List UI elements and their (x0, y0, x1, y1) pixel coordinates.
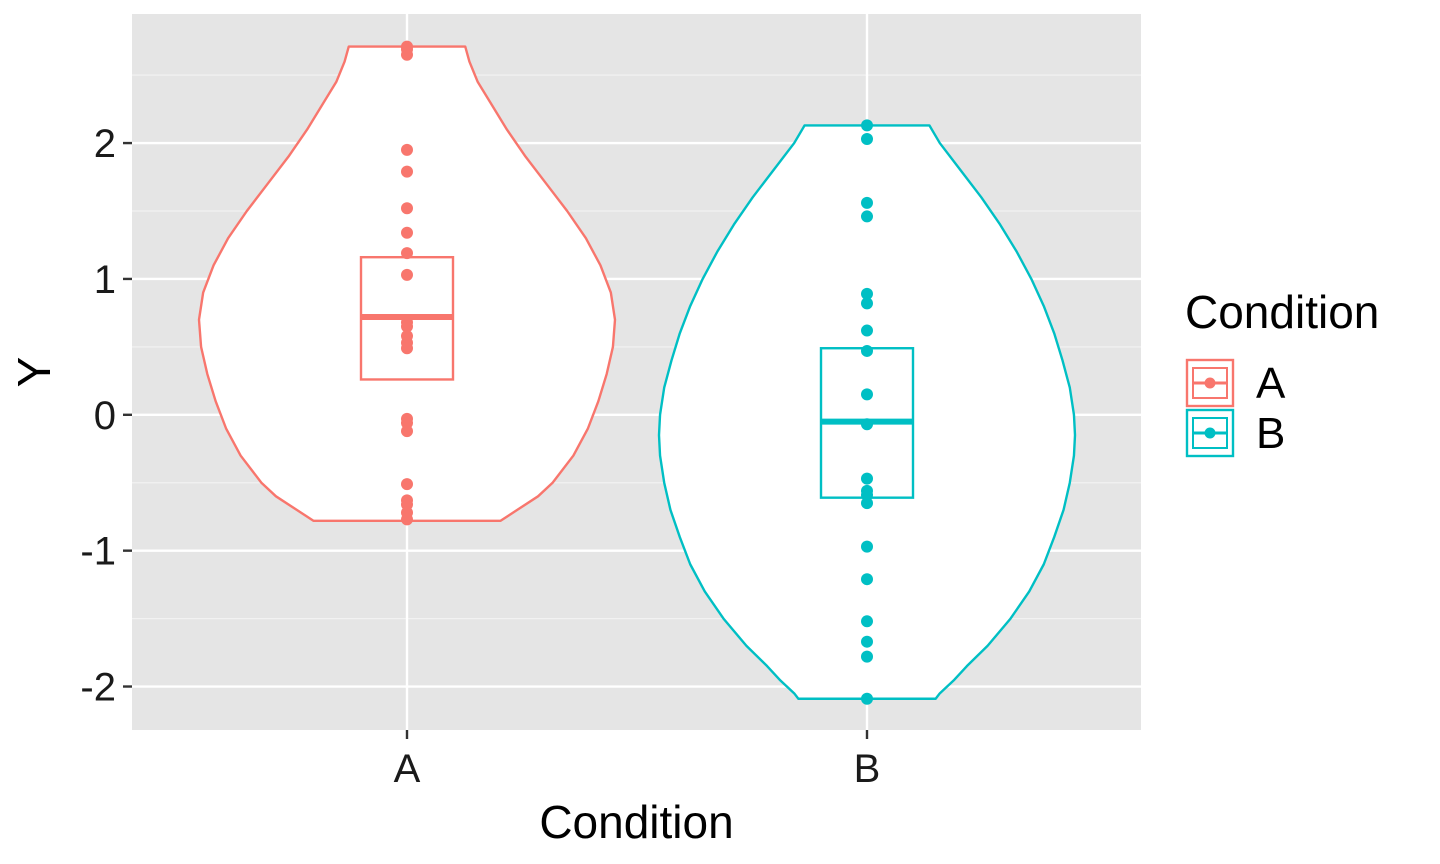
data-point-b (861, 210, 873, 223)
data-points (401, 40, 873, 705)
data-point-b (861, 324, 873, 337)
data-point-a (401, 226, 413, 239)
legend-key-point-a (1204, 377, 1216, 389)
y-tick-label: -1 (80, 530, 116, 574)
data-point-b (861, 297, 873, 310)
data-point-a (401, 513, 413, 526)
legend-key-point-b (1204, 427, 1216, 439)
data-point-b (861, 615, 873, 628)
data-point-b (861, 573, 873, 586)
data-point-a (401, 268, 413, 281)
data-point-b (861, 635, 873, 648)
data-point-a (401, 320, 413, 333)
violin-a (197, 45, 617, 522)
data-point-a (401, 342, 413, 355)
violins (197, 45, 1077, 700)
data-point-a (401, 247, 413, 260)
data-point-b (861, 119, 873, 132)
data-point-b (861, 497, 873, 510)
data-point-b (861, 540, 873, 553)
data-point-b (861, 692, 873, 705)
y-axis-title: Y (8, 357, 60, 388)
data-point-b (861, 650, 873, 663)
data-point-b (861, 388, 873, 401)
data-point-a (401, 425, 413, 438)
data-point-b (861, 287, 873, 300)
x-tick-label: A (394, 747, 421, 791)
y-axis: -2 -1 0 1 2 (80, 122, 132, 710)
data-point-a (401, 478, 413, 491)
legend: Condition AB (1185, 286, 1379, 458)
violin-b (657, 124, 1077, 700)
data-point-b (861, 196, 873, 209)
x-axis-title: Condition (539, 796, 733, 848)
data-point-b (861, 132, 873, 145)
data-point-a (401, 143, 413, 156)
data-point-a (401, 165, 413, 178)
data-point-b (861, 472, 873, 485)
data-point-a (401, 48, 413, 61)
legend-label-b: B (1256, 409, 1285, 458)
y-tick-label: 1 (94, 258, 116, 302)
data-point-b (861, 418, 873, 431)
y-tick-label: 2 (94, 122, 116, 166)
data-point-b (861, 344, 873, 357)
legend-title: Condition (1185, 286, 1379, 338)
y-tick-label: -2 (80, 666, 116, 710)
x-tick-label: B (854, 747, 881, 791)
y-tick-label: 0 (94, 394, 116, 438)
legend-label-a: A (1256, 359, 1286, 408)
data-point-a (401, 202, 413, 215)
